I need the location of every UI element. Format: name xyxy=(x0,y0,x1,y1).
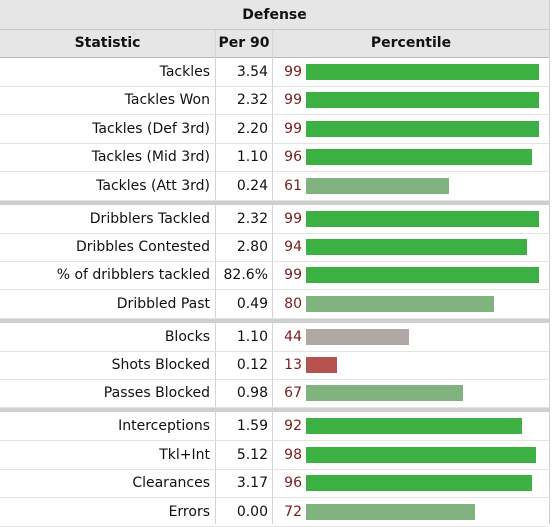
per90-value: 5.12 xyxy=(236,446,268,463)
percentile-value: 61 xyxy=(284,177,302,194)
percentile-value: 99 xyxy=(284,210,302,227)
table-row[interactable]: Interceptions 1.59 92 xyxy=(0,412,549,442)
table-row[interactable]: Dribblers Tackled 2.32 99 xyxy=(0,205,549,234)
percentile-value: 92 xyxy=(284,418,302,435)
table-row[interactable]: Errors 0.00 72 xyxy=(0,498,549,527)
statistic-name: Dribblers Tackled xyxy=(89,210,210,227)
statistic-name: Tkl+Int xyxy=(159,446,210,463)
statistic-name: Tackles xyxy=(159,64,210,80)
percentile-value: 99 xyxy=(284,120,302,137)
group-separator xyxy=(0,200,549,205)
percentile-value: 99 xyxy=(284,267,302,284)
table-row[interactable]: Passes Blocked 0.98 67 xyxy=(0,379,549,409)
statistic-name: Clearances xyxy=(132,475,210,492)
table-row[interactable]: Clearances 3.17 96 xyxy=(0,469,549,499)
per90-value: 3.54 xyxy=(236,64,268,80)
per90-value: 0.12 xyxy=(236,357,268,373)
statistic-name: Tackles (Att 3rd) xyxy=(96,177,210,194)
percentile-bar xyxy=(306,475,532,492)
percentile-value: 94 xyxy=(284,238,302,255)
table-row[interactable]: Dribbled Past 0.49 80 xyxy=(0,290,549,319)
percentile-bar xyxy=(306,418,522,435)
table-row[interactable]: Shots Blocked 0.12 13 xyxy=(0,351,549,380)
percentile-value: 96 xyxy=(284,149,302,166)
per90-value: 3.17 xyxy=(236,475,268,492)
percentile-bar xyxy=(306,328,409,345)
per90-value: 2.20 xyxy=(236,120,268,137)
statistic-name: Tackles Won xyxy=(124,92,210,109)
per90-value: 0.24 xyxy=(236,177,268,194)
statistic-name: Shots Blocked xyxy=(111,357,210,373)
statistic-name: Blocks xyxy=(164,328,210,345)
percentile-bar xyxy=(306,210,539,227)
statistic-name: Passes Blocked xyxy=(103,385,210,402)
percentile-value: 96 xyxy=(284,475,302,492)
table-row[interactable]: Tackles (Def 3rd) 2.20 99 xyxy=(0,115,549,144)
percentile-bar xyxy=(306,385,463,402)
statistic-name: Tackles (Def 3rd) xyxy=(92,120,210,137)
group-separator xyxy=(0,318,549,323)
statistic-name: Interceptions xyxy=(118,418,210,435)
percentile-bar xyxy=(306,238,527,255)
statistic-name: Tackles (Mid 3rd) xyxy=(91,149,210,166)
table-row[interactable]: Blocks 1.10 44 xyxy=(0,323,549,352)
statistic-name: Errors xyxy=(168,503,210,520)
table-row[interactable]: % of dribblers tackled 82.6% 99 xyxy=(0,261,549,291)
per90-value: 2.80 xyxy=(236,238,268,255)
percentile-bar xyxy=(306,503,475,520)
column-header-per90[interactable]: Per 90 xyxy=(218,35,270,51)
per90-value: 0.98 xyxy=(236,385,268,402)
percentile-bar xyxy=(306,357,337,373)
statistic-name: Dribbled Past xyxy=(116,295,210,312)
percentile-bar xyxy=(306,177,449,194)
per90-value: 1.59 xyxy=(236,418,268,435)
percentile-value: 67 xyxy=(284,385,302,402)
percentile-value: 99 xyxy=(284,92,302,109)
percentile-value: 98 xyxy=(284,446,302,463)
per90-value: 1.10 xyxy=(236,149,268,166)
per90-value: 0.00 xyxy=(236,503,268,520)
per90-value: 2.32 xyxy=(236,92,268,109)
percentile-value: 13 xyxy=(284,357,302,373)
per90-value: 82.6% xyxy=(223,267,268,284)
percentile-bar xyxy=(306,64,539,80)
table-row[interactable]: Tkl+Int 5.12 98 xyxy=(0,441,549,470)
column-header-percentile[interactable]: Percentile xyxy=(370,35,452,51)
percentile-value: 99 xyxy=(284,64,302,80)
per90-value: 0.49 xyxy=(236,295,268,312)
percentile-bar xyxy=(306,446,536,463)
group-separator xyxy=(0,408,549,413)
percentile-bar xyxy=(306,295,494,312)
percentile-bar xyxy=(306,149,532,166)
statistic-name: % of dribblers tackled xyxy=(56,267,210,284)
column-header-statistic[interactable]: Statistic xyxy=(74,35,141,51)
percentile-value: 72 xyxy=(284,503,302,520)
statistic-name: Dribbles Contested xyxy=(75,238,210,255)
table-row[interactable]: Tackles (Mid 3rd) 1.10 96 xyxy=(0,143,549,173)
table-row[interactable]: Tackles Won 2.32 99 xyxy=(0,86,549,116)
column-header-row: Statistic Per 90 Percentile xyxy=(0,30,549,58)
percentile-bar xyxy=(306,92,539,109)
percentile-bar xyxy=(306,120,539,137)
column-divider xyxy=(215,30,216,524)
percentile-value: 80 xyxy=(284,295,302,312)
table-row[interactable]: Tackles 3.54 99 xyxy=(0,58,549,87)
per90-value: 1.10 xyxy=(236,328,268,345)
per90-value: 2.32 xyxy=(236,210,268,227)
percentile-bar xyxy=(306,267,539,284)
table-row[interactable]: Tackles (Att 3rd) 0.24 61 xyxy=(0,172,549,201)
column-divider xyxy=(272,30,273,524)
percentile-value: 44 xyxy=(284,328,302,345)
table-title: Defense xyxy=(0,0,549,30)
table-row[interactable]: Dribbles Contested 2.80 94 xyxy=(0,233,549,262)
